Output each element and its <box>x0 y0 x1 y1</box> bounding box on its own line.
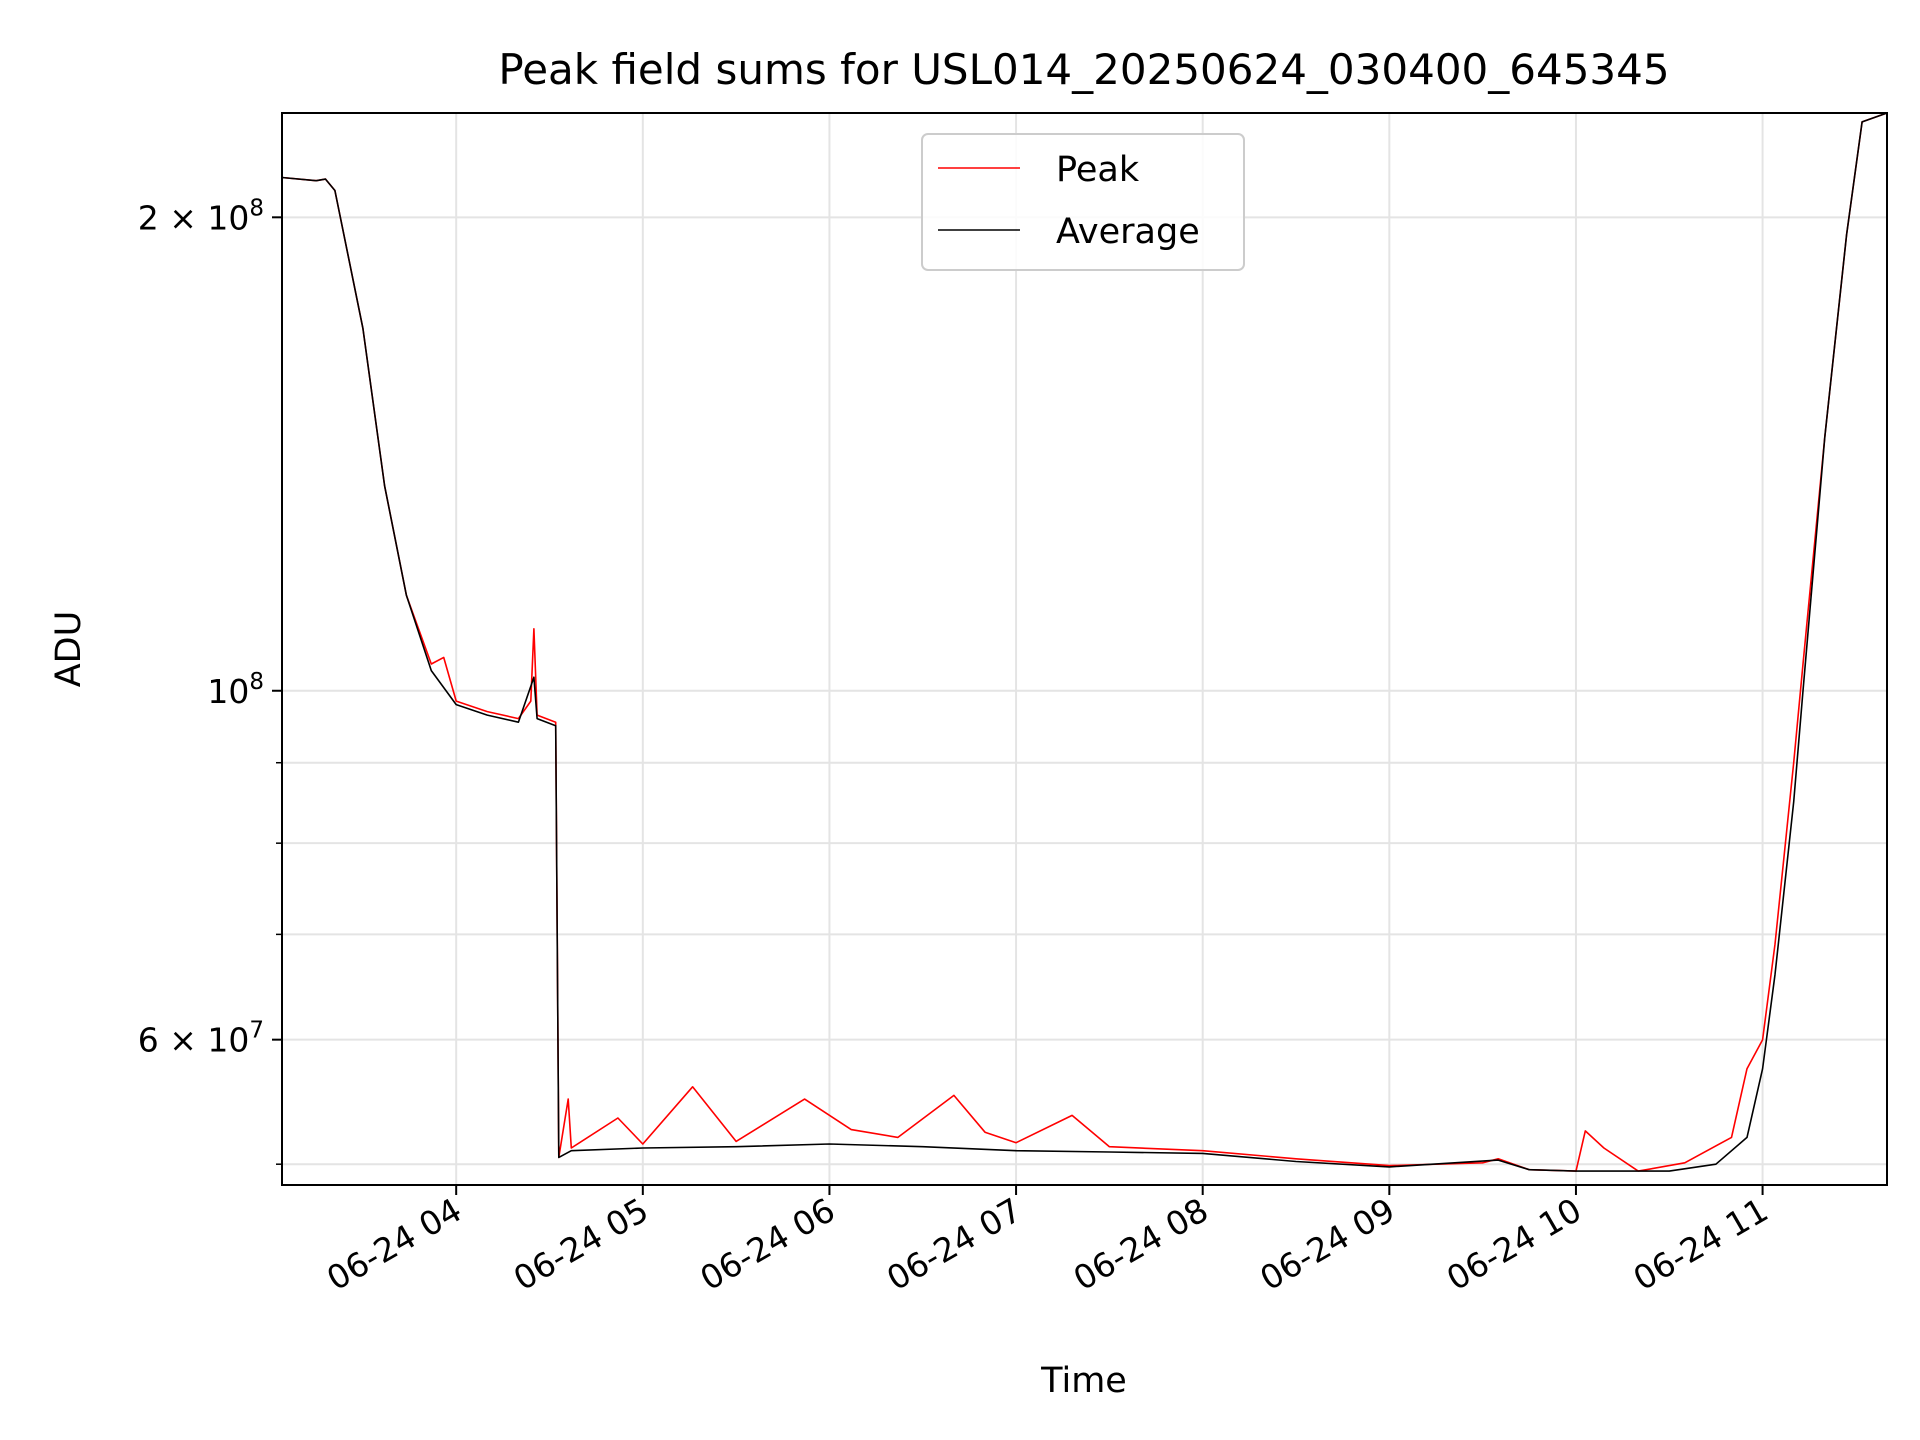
y-tick-label-base: 2 × 10 <box>138 198 250 237</box>
y-axis-label: ADU <box>49 611 89 688</box>
grid <box>282 113 1887 1185</box>
y-tick-label: 2 × 108 <box>138 195 264 237</box>
x-axis-label: Time <box>1040 1361 1127 1401</box>
y-tick-label: 6 × 107 <box>138 1018 264 1060</box>
series-line-average <box>281 112 1888 1172</box>
series-line-peak <box>281 112 1888 1172</box>
legend: Peak Average <box>921 133 1245 271</box>
y-tick-label-exponent: 8 <box>249 195 264 221</box>
y-tick-label-base: 10 <box>207 672 249 711</box>
chart-title: Peak field sums for USL014_20250624_0304… <box>498 45 1669 94</box>
series-group <box>281 112 1888 1172</box>
y-tick-label-exponent: 8 <box>249 669 264 695</box>
legend-label-peak: Peak <box>1056 150 1140 190</box>
y-tick-label: 108 <box>207 669 264 711</box>
legend-label-average: Average <box>1056 212 1200 252</box>
y-tick-label-exponent: 7 <box>249 1018 264 1044</box>
y-tick-label-base: 6 × 10 <box>138 1021 250 1060</box>
plot-frame <box>281 112 1888 1186</box>
